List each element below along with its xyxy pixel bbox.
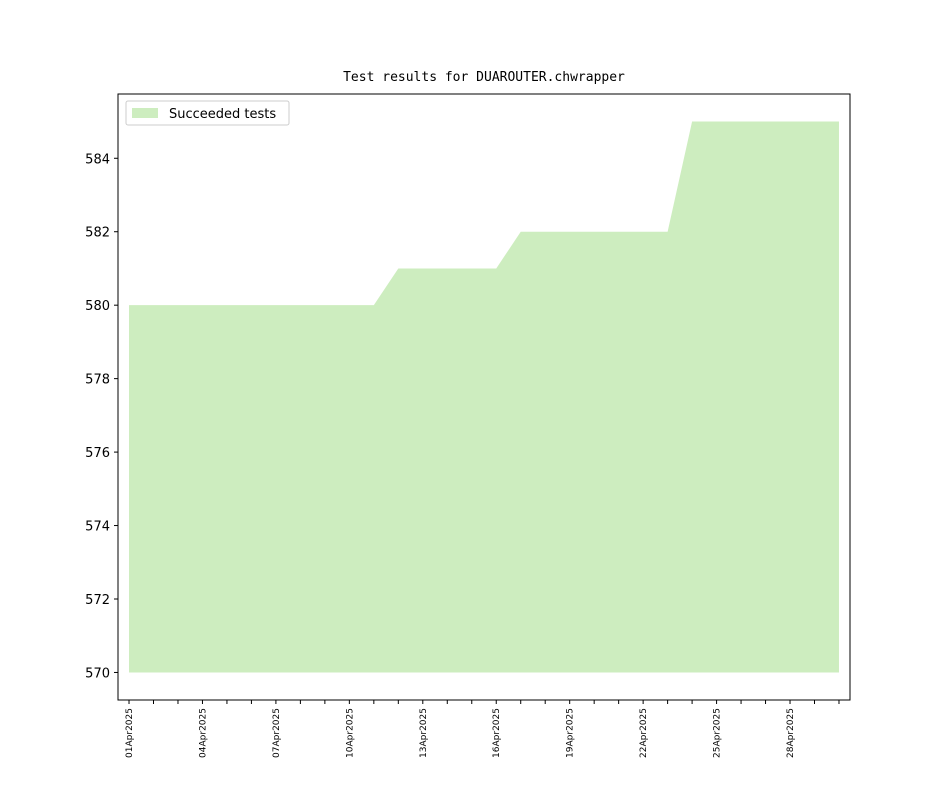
area xyxy=(129,121,839,673)
y-tick-label: 578 xyxy=(85,373,110,388)
x-tick-label: 07Apr2025 xyxy=(272,708,282,758)
legend-swatch xyxy=(132,108,158,118)
y-tick-label: 580 xyxy=(85,299,110,314)
x-tick-label: 22Apr2025 xyxy=(639,708,649,758)
y-tick-label: 582 xyxy=(85,226,110,241)
y-tick-label: 584 xyxy=(85,152,110,167)
plot-frame xyxy=(117,93,851,701)
x-tick-label: 01Apr2025 xyxy=(125,708,135,758)
legend: Succeeded tests xyxy=(125,100,290,126)
y-tick-label: 570 xyxy=(85,666,110,681)
x-tick-label: 19Apr2025 xyxy=(566,708,576,758)
y-tick-label: 574 xyxy=(85,520,110,535)
legend-frame xyxy=(125,100,290,126)
x-tick-label: 28Apr2025 xyxy=(786,708,796,758)
x-tick-label: 16Apr2025 xyxy=(492,708,502,758)
x-tick-label: 25Apr2025 xyxy=(713,708,723,758)
chart-title: Test results for DUAROUTER.chwrapper xyxy=(343,70,625,85)
y-tick-label: 576 xyxy=(85,446,110,461)
x-tick-label: 04Apr2025 xyxy=(198,708,208,758)
y-tick-label: 572 xyxy=(85,593,110,608)
x-tick-label: 13Apr2025 xyxy=(419,708,429,758)
x-tick-label: 10Apr2025 xyxy=(345,708,355,758)
legend-label: Succeeded tests xyxy=(169,107,276,122)
